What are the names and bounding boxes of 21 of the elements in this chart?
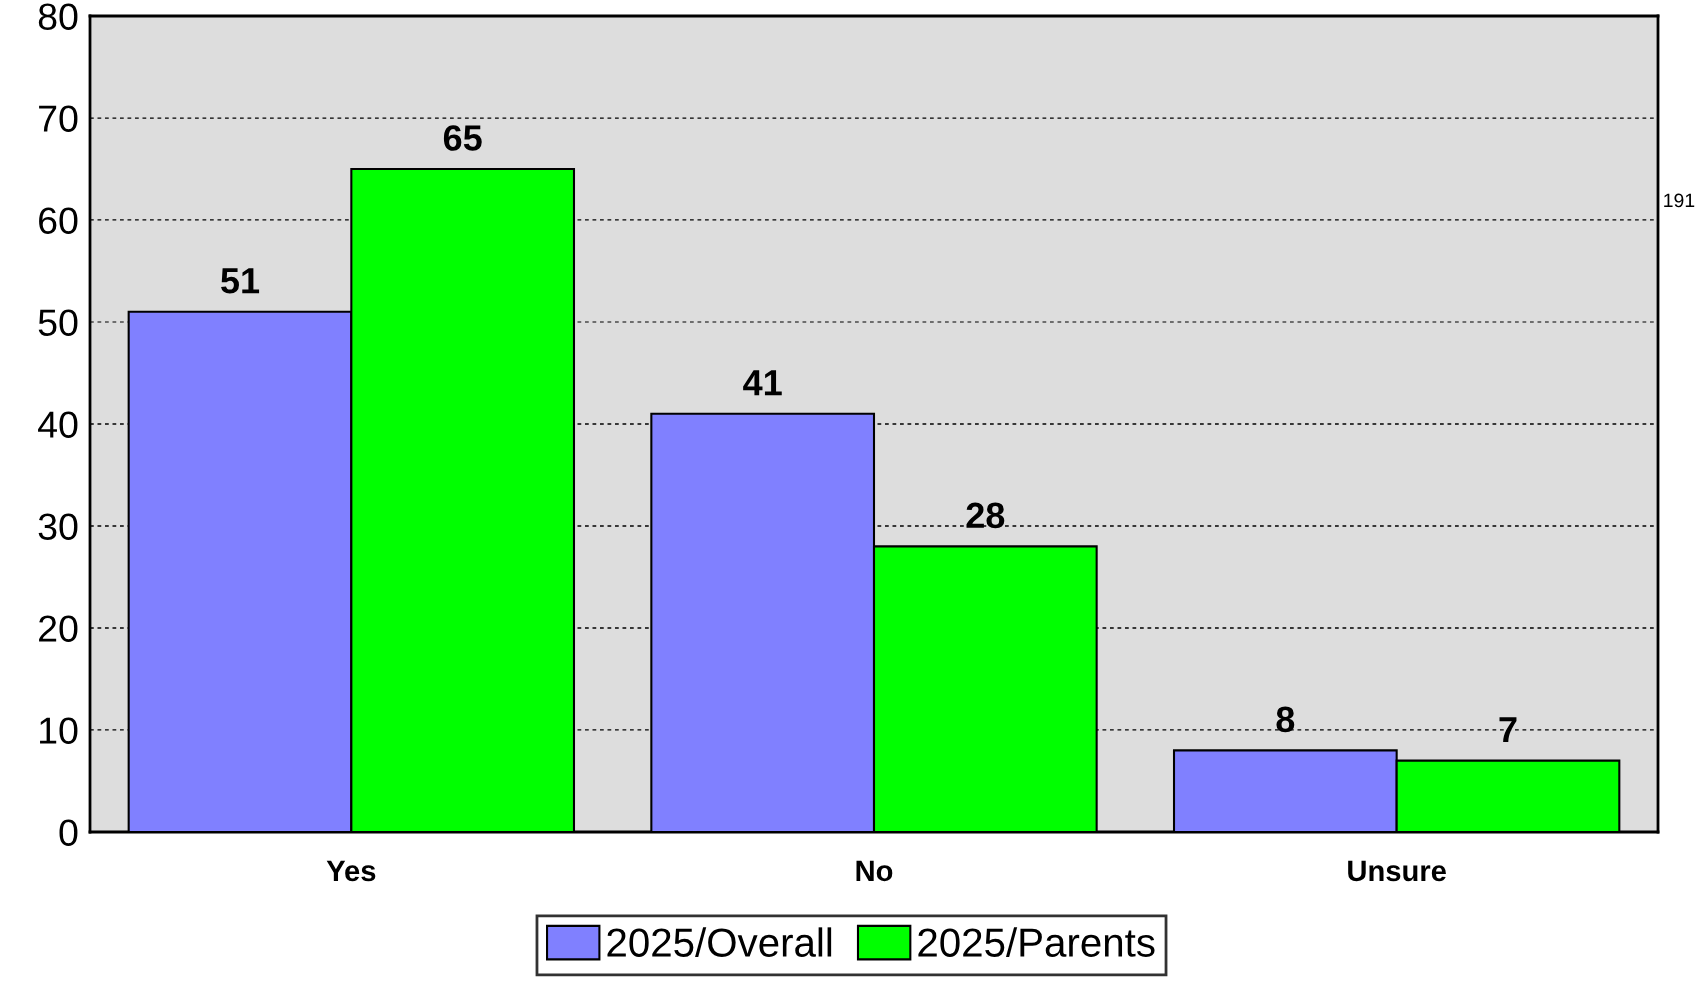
y-tick-label: 60	[39, 207, 78, 234]
legend-label: 2025/Parents	[918, 927, 1155, 957]
y-tick-label: 40	[38, 411, 78, 438]
y-tick-label: 30	[38, 513, 78, 540]
data-label: 8	[1276, 706, 1295, 733]
data-label: 51	[221, 268, 260, 294]
y-tick-label: 50	[38, 309, 78, 336]
x-tick-label: Yes	[326, 860, 376, 882]
x-tick-label: Unsure	[1348, 860, 1446, 882]
y-tick-label: 70	[39, 105, 78, 132]
y-tick-label: 20	[39, 615, 78, 642]
legend-label: 2025/Overall	[607, 927, 832, 957]
data-label: 28	[966, 502, 1005, 529]
y-tick-label: 80	[38, 3, 78, 30]
data-label: 65	[443, 125, 482, 151]
y-tick-label: 0	[59, 819, 78, 846]
x-tick-label: No	[856, 860, 893, 882]
text: 191	[1664, 193, 1695, 208]
data-label: 7	[1499, 717, 1517, 742]
data-label: 41	[743, 370, 782, 396]
y-tick-label: 10	[40, 717, 78, 744]
